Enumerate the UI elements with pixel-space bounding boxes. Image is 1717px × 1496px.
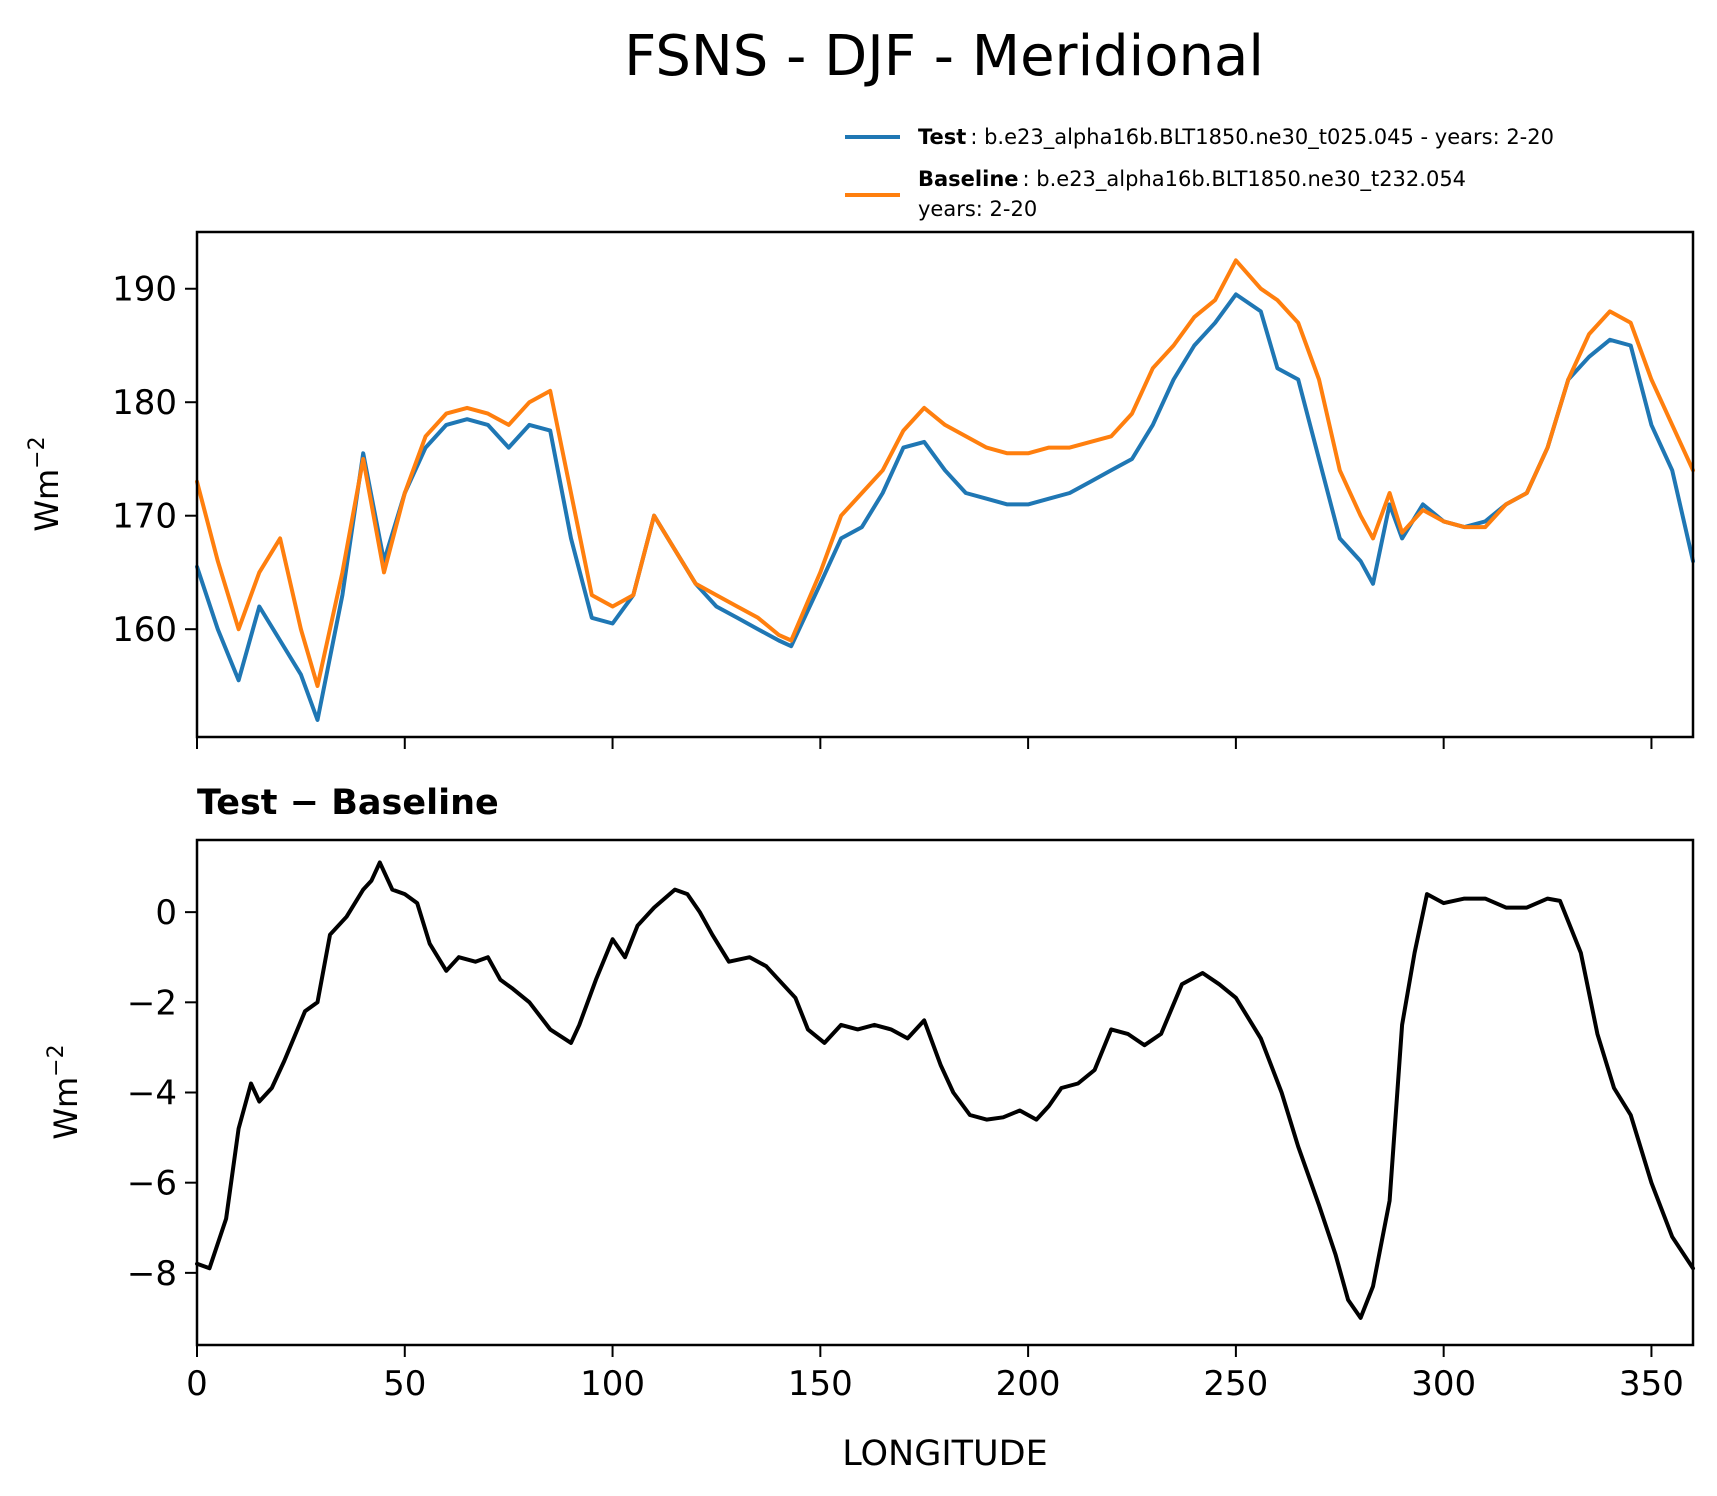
top-panel: 160 170 180 190 Wm−2 bbox=[25, 230, 1695, 749]
bottom-panel-xlabel: LONGITUDE bbox=[842, 1434, 1048, 1474]
y-tick-label: 190 bbox=[112, 270, 177, 310]
bottom-panel-title: Test − Baseline bbox=[197, 783, 499, 823]
bottom-ylabel-sup: −2 bbox=[44, 1044, 69, 1076]
series-line-test bbox=[195, 292, 1695, 722]
legend-baseline-years: years: 2-20 bbox=[918, 197, 1037, 221]
x-tick-label: 100 bbox=[580, 1364, 645, 1404]
y-tick-label: −4 bbox=[127, 1074, 177, 1114]
y-tick-label: 180 bbox=[112, 383, 177, 423]
top-panel-frame bbox=[195, 230, 1695, 739]
top-ylabel-sup: −2 bbox=[25, 436, 50, 468]
y-tick-label: 170 bbox=[112, 497, 177, 537]
bottom-panel-ylabel: Wm−2 bbox=[44, 1044, 85, 1139]
bottom-ylabel-base: Wm bbox=[47, 1077, 85, 1140]
x-tick-label: 150 bbox=[788, 1364, 853, 1404]
legend-test-label: Test bbox=[918, 125, 966, 149]
legend-baseline-desc: : b.e23_alpha16b.BLT1850.ne30_t232.054 bbox=[1023, 167, 1467, 192]
bottom-panel-lines bbox=[195, 860, 1695, 1320]
y-tick-label: −2 bbox=[127, 983, 177, 1023]
x-tick-label: 300 bbox=[1411, 1364, 1476, 1404]
y-tick-label: 0 bbox=[155, 893, 177, 933]
legend-baseline-text: Baseline: b.e23_alpha16b.BLT1850.ne30_t2… bbox=[918, 167, 1466, 192]
x-tick-label: 50 bbox=[383, 1364, 426, 1404]
x-tick-label: 350 bbox=[1619, 1364, 1684, 1404]
series-line-test-baseline bbox=[195, 860, 1695, 1320]
legend-baseline-label: Baseline bbox=[918, 167, 1019, 191]
top-panel-ticks: 160 170 180 190 bbox=[112, 270, 1653, 749]
bottom-panel-ticks: 0 50 100 150 200 250 300 350 −8 −6 −4 −2 0 bbox=[127, 893, 1684, 1404]
top-panel-lines bbox=[195, 258, 1695, 722]
bottom-panel-frame bbox=[195, 838, 1695, 1347]
x-tick-label: 250 bbox=[1203, 1364, 1268, 1404]
bottom-panel: Test − Baseline 0 50 100 150 200 250 300 350 −8 −… bbox=[44, 783, 1695, 1474]
legend: Test: b.e23_alpha16b.BLT1850.ne30_t025.0… bbox=[845, 125, 1554, 221]
top-panel-ylabel: Wm−2 bbox=[25, 436, 66, 531]
x-tick-label: 200 bbox=[996, 1364, 1061, 1404]
y-tick-label: −6 bbox=[127, 1164, 177, 1204]
legend-test-text: Test: b.e23_alpha16b.BLT1850.ne30_t025.0… bbox=[918, 125, 1554, 150]
y-tick-label: −8 bbox=[127, 1254, 177, 1294]
legend-test-desc: : b.e23_alpha16b.BLT1850.ne30_t025.045 -… bbox=[970, 125, 1554, 150]
y-tick-label: 160 bbox=[112, 610, 177, 650]
x-tick-label: 0 bbox=[186, 1364, 208, 1404]
figure-title: FSNS - DJF - Meridional bbox=[624, 24, 1264, 89]
top-ylabel-base: Wm bbox=[28, 469, 66, 532]
series-line-baseline bbox=[195, 258, 1695, 688]
